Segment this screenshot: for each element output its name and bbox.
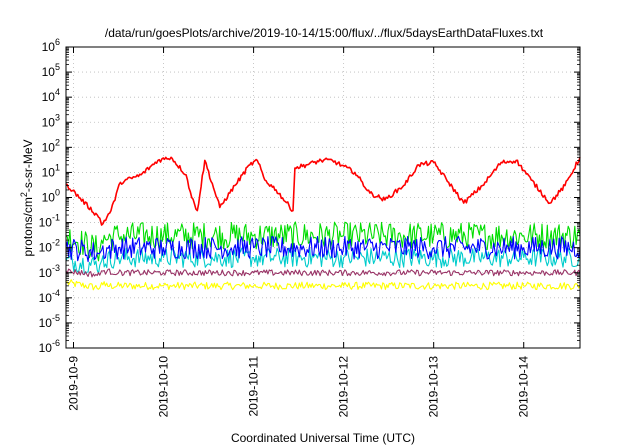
y-axis-title-tail: -s-sr-MeV [21,139,35,192]
y-tick-label: 103 [42,112,60,129]
y-tick-base: 10 [42,115,56,129]
y-tick-label: 105 [42,62,60,79]
x-tick-label: 2019-10-13 [427,356,441,418]
y-tick-base: 10 [42,191,56,205]
y-tick-exponent: -4 [52,288,60,298]
y-tick-label: 100 [42,188,60,205]
y-axis: 10-610-510-410-310-210-11001011021031041… [39,37,580,355]
y-tick-exponent: 5 [55,62,60,72]
x-tick-label: 2019-10-12 [337,356,351,418]
y-tick-exponent: -1 [52,213,60,223]
x-tick-label: 2019-10-10 [157,356,171,418]
y-tick-label: 10-1 [39,213,60,230]
y-tick-exponent: -6 [52,338,60,348]
series-line [65,279,581,291]
y-tick-base: 10 [39,291,53,305]
y-tick-label: 10-6 [39,338,60,355]
x-tick-label: 2019-10-9 [67,356,81,411]
y-tick-label: 106 [42,37,60,54]
y-tick-base: 10 [39,241,53,255]
y-tick-label: 102 [42,137,60,154]
y-tick-base: 10 [39,316,53,330]
y-tick-base: 10 [42,140,56,154]
y-tick-exponent: 0 [55,188,60,198]
grid [66,47,580,348]
y-tick-label: 104 [42,87,60,104]
y-tick-exponent: 3 [55,112,60,122]
x-tick-label: 2019-10-11 [247,356,261,417]
y-tick-exponent: -3 [52,263,60,273]
y-tick-base: 10 [39,266,53,280]
y-tick-exponent: -5 [52,313,60,323]
y-tick-base: 10 [42,90,56,104]
y-tick-base: 10 [39,216,53,230]
series-line [65,235,581,263]
y-tick-exponent: 6 [55,37,60,47]
series-line [65,156,581,226]
series-line [65,268,581,278]
y-tick-label: 10-4 [39,288,60,305]
y-axis-title: protons/cm2-s-sr-MeV [19,139,35,256]
data-series [65,156,581,291]
y-tick-label: 10-3 [39,263,60,280]
y-axis-title-base: protons/cm [21,197,35,256]
y-tick-exponent: 4 [55,87,60,97]
y-tick-base: 10 [42,65,56,79]
x-tick-label: 2019-10-14 [517,356,531,418]
y-tick-label: 10-5 [39,313,60,330]
y-tick-base: 10 [42,165,56,179]
y-tick-exponent: 2 [55,137,60,147]
y-axis-title-exponent: 2 [19,192,29,197]
y-tick-base: 10 [39,341,53,355]
y-tick-exponent: 1 [55,162,60,172]
x-axis-title: Coordinated Universal Time (UTC) [231,431,415,445]
chart-title: /data/run/goesPlots/archive/2019-10-14/1… [105,26,544,40]
y-tick-label: 10-2 [39,238,60,255]
y-tick-base: 10 [42,40,56,54]
x-axis: 2019-10-9 2019-10-10 2019-10-11 2019-10-12 2… [67,47,531,417]
y-tick-label: 101 [42,162,60,179]
y-tick-exponent: -2 [52,238,60,248]
